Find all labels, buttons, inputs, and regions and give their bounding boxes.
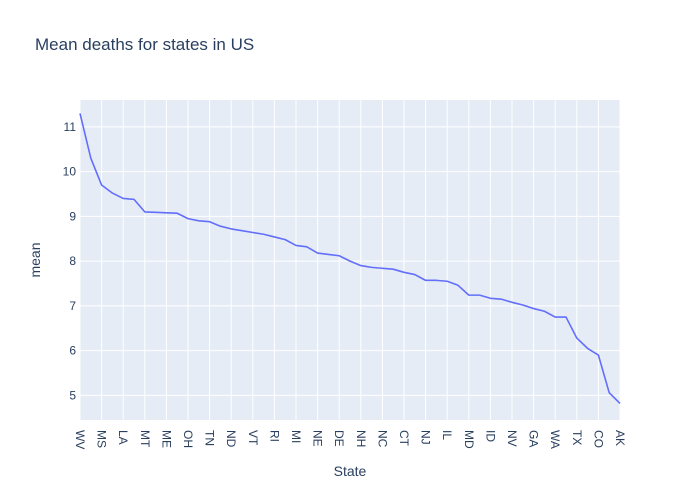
x-tick-label: ND	[224, 430, 238, 448]
x-tick-label: MD	[462, 430, 476, 449]
x-tick-label: CO	[591, 430, 605, 448]
data-point	[337, 254, 341, 258]
data-point	[316, 251, 320, 255]
x-tick-label: WV	[73, 430, 87, 449]
data-point	[445, 279, 449, 283]
x-tick-label: VT	[246, 430, 260, 446]
data-point	[575, 336, 579, 340]
x-tick-label: TN	[203, 430, 217, 446]
data-point	[305, 245, 309, 249]
data-point	[402, 270, 406, 274]
data-point	[542, 309, 546, 313]
x-tick-label: AK	[613, 430, 627, 446]
x-tick-label: MI	[289, 430, 303, 443]
data-point	[121, 196, 125, 200]
data-point	[413, 273, 417, 277]
data-point	[586, 346, 590, 350]
data-point	[553, 315, 557, 319]
plot-area	[80, 100, 620, 420]
x-tick-label: NE	[311, 430, 325, 447]
x-tick-label: GA	[527, 430, 541, 447]
y-tick-label: 5	[69, 388, 76, 402]
y-tick-label: 11	[64, 120, 77, 134]
data-point	[380, 266, 384, 270]
data-point	[521, 303, 525, 307]
x-tick-label: ME	[159, 430, 173, 448]
y-tick-label: 8	[69, 254, 76, 268]
x-tick-label: LA	[116, 430, 130, 445]
x-tick-label: ID	[483, 430, 497, 442]
x-tick-label: TX	[570, 430, 584, 445]
data-point	[240, 229, 244, 233]
data-point	[596, 353, 600, 357]
data-point	[564, 315, 568, 319]
chart-title: Mean deaths for states in US	[35, 35, 254, 54]
data-point	[348, 259, 352, 263]
data-point	[499, 297, 503, 301]
data-point	[618, 401, 622, 405]
data-point	[272, 235, 276, 239]
data-point	[456, 283, 460, 287]
x-tick-label: DE	[332, 430, 346, 447]
data-point	[532, 307, 536, 311]
data-point	[326, 252, 330, 256]
x-tick-label: WA	[548, 430, 562, 449]
data-point	[391, 267, 395, 271]
data-point	[488, 296, 492, 300]
data-point	[78, 111, 82, 115]
data-point	[467, 293, 471, 297]
data-point	[208, 220, 212, 224]
data-point	[251, 230, 255, 234]
y-axis-ticks: 5 6 7 8 9 10 11	[63, 120, 77, 403]
data-point	[197, 219, 201, 223]
data-point	[434, 278, 438, 282]
x-tick-label: OH	[181, 430, 195, 448]
x-tick-label: MT	[138, 430, 152, 448]
x-tick-label: NH	[354, 430, 368, 447]
x-tick-label: CT	[397, 430, 411, 447]
x-tick-label: NJ	[419, 430, 433, 445]
y-axis-title: mean	[27, 242, 43, 277]
data-point	[294, 243, 298, 247]
data-point	[132, 197, 136, 201]
x-axis-ticks: WV MS LA MT ME OH TN ND VT RI MI NE DE NH NC CT NJ IL MD ID…	[73, 430, 627, 449]
data-point	[218, 224, 222, 228]
x-tick-label: RI	[267, 430, 281, 442]
x-gridlines	[79, 100, 621, 420]
y-tick-label: 9	[69, 209, 76, 223]
data-point	[110, 191, 114, 195]
x-axis-title: State	[334, 463, 367, 479]
x-tick-label: NC	[375, 430, 389, 448]
data-point	[229, 227, 233, 231]
y-tick-label: 7	[69, 299, 76, 313]
x-tick-label: NV	[505, 430, 519, 447]
data-point	[154, 210, 158, 214]
data-point	[164, 211, 168, 215]
data-point	[262, 232, 266, 236]
data-point	[359, 264, 363, 268]
data-point	[424, 278, 428, 282]
series-line	[79, 113, 621, 405]
y-tick-label: 10	[63, 165, 77, 179]
x-tick-label: MS	[95, 430, 109, 448]
data-point	[100, 183, 104, 187]
data-point	[143, 210, 147, 214]
y-tick-label: 6	[69, 344, 76, 358]
data-point	[510, 300, 514, 304]
data-point	[478, 293, 482, 297]
data-point	[370, 265, 374, 269]
data-point	[607, 391, 611, 395]
data-point	[283, 238, 287, 242]
data-point	[89, 156, 93, 160]
x-tick-label: IL	[440, 430, 454, 440]
data-point	[175, 211, 179, 215]
data-point	[186, 217, 190, 221]
